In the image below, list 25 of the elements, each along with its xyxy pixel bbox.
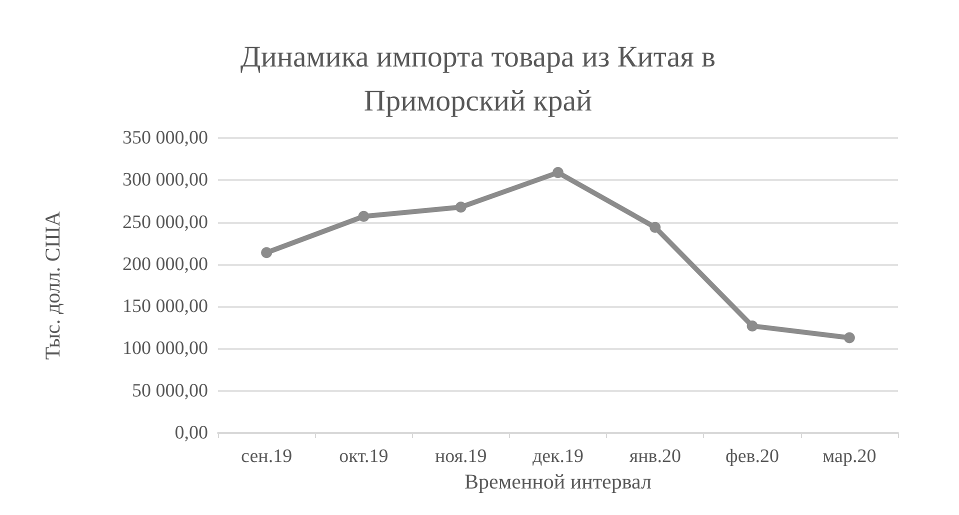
y-tick-label: 50 000,00 [132, 380, 208, 402]
y-axis-title: Тыс. долл. США [40, 210, 64, 360]
point [455, 202, 466, 213]
point [261, 247, 272, 258]
x-tick-label: фев.20 [726, 446, 780, 467]
x-tick-label: сен.19 [241, 446, 292, 467]
x-tick-label: ноя.19 [434, 446, 487, 467]
chart-title: Динамика импорта товара из Китая в Приморский край [240, 40, 716, 118]
y-tick-label: 0,00 [174, 422, 208, 444]
x-tick-label: окт.19 [339, 446, 388, 467]
point [844, 332, 855, 344]
y-tick-label: 150 000,00 [122, 296, 208, 318]
point [746, 320, 758, 332]
point [650, 222, 661, 233]
x-tick-label: мар.20 [822, 446, 876, 467]
y-tick-label: 100 000,00 [122, 338, 208, 360]
point [358, 210, 370, 222]
point [552, 167, 564, 178]
y-tick-label: 200 000,00 [122, 254, 208, 275]
x-tick-label: дек.19 [532, 446, 584, 467]
y-tick-label: 250 000,00 [122, 212, 208, 233]
y-tick-label: 350 000,00 [122, 128, 208, 148]
y-tick-label: 300 000,00 [122, 170, 208, 191]
x-tick-label: янв.20 [629, 446, 681, 467]
x-axis-title: Временной интервал [464, 469, 652, 494]
